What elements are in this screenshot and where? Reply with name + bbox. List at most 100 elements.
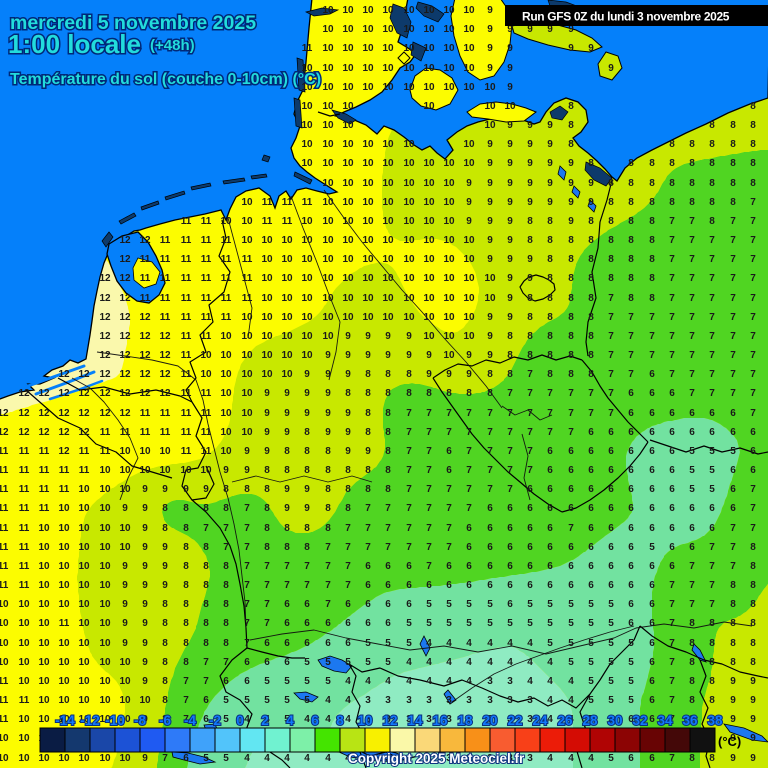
- svg-text:9: 9: [487, 331, 493, 342]
- svg-text:8: 8: [162, 503, 168, 514]
- svg-text:10: 10: [403, 63, 415, 74]
- svg-text:10: 10: [119, 714, 131, 725]
- svg-text:8: 8: [709, 618, 715, 629]
- svg-text:10: 10: [362, 293, 374, 304]
- svg-text:8: 8: [588, 350, 594, 361]
- svg-text:6: 6: [385, 561, 391, 572]
- svg-text:10: 10: [220, 216, 232, 227]
- svg-text:6: 6: [304, 638, 310, 649]
- svg-text:7: 7: [669, 638, 675, 649]
- svg-text:(+48h): (+48h): [150, 37, 195, 54]
- svg-text:11: 11: [0, 465, 9, 476]
- svg-text:8: 8: [264, 484, 270, 495]
- svg-text:10: 10: [18, 753, 30, 764]
- svg-text:7: 7: [446, 523, 452, 534]
- svg-text:8: 8: [568, 120, 574, 131]
- svg-text:10: 10: [58, 503, 70, 514]
- svg-text:9: 9: [142, 638, 148, 649]
- svg-text:10: 10: [0, 657, 9, 668]
- svg-text:8: 8: [628, 197, 634, 208]
- svg-text:7: 7: [669, 273, 675, 284]
- svg-text:5: 5: [628, 638, 634, 649]
- svg-text:10: 10: [342, 120, 354, 131]
- svg-text:6: 6: [649, 618, 655, 629]
- svg-text:10: 10: [463, 273, 475, 284]
- svg-text:10: 10: [362, 197, 374, 208]
- svg-text:7: 7: [183, 714, 189, 725]
- svg-text:6: 6: [649, 676, 655, 687]
- svg-text:6: 6: [628, 714, 634, 725]
- svg-text:9: 9: [507, 216, 513, 227]
- svg-text:6: 6: [608, 503, 614, 514]
- svg-text:10: 10: [484, 101, 496, 112]
- svg-text:4: 4: [507, 638, 513, 649]
- svg-text:4: 4: [568, 714, 574, 725]
- svg-text:6: 6: [487, 542, 493, 553]
- svg-text:9: 9: [466, 369, 472, 380]
- svg-text:mercredi 5 novembre 2025: mercredi 5 novembre 2025: [10, 12, 256, 34]
- svg-text:5: 5: [709, 484, 715, 495]
- svg-text:7: 7: [446, 503, 452, 514]
- svg-text:7: 7: [507, 388, 513, 399]
- svg-text:3: 3: [385, 714, 391, 725]
- svg-text:10: 10: [403, 5, 415, 16]
- svg-text:6: 6: [628, 523, 634, 534]
- svg-text:10: 10: [58, 695, 70, 706]
- svg-text:10: 10: [38, 542, 50, 553]
- svg-text:6: 6: [709, 503, 715, 514]
- svg-text:7: 7: [385, 503, 391, 514]
- svg-text:10: 10: [78, 714, 90, 725]
- svg-text:4: 4: [304, 714, 310, 725]
- svg-text:5: 5: [385, 657, 391, 668]
- svg-text:8: 8: [406, 388, 412, 399]
- svg-text:7: 7: [750, 235, 756, 246]
- svg-text:6: 6: [608, 561, 614, 572]
- svg-text:7: 7: [365, 523, 371, 534]
- svg-text:10: 10: [301, 82, 313, 93]
- svg-text:4: 4: [466, 657, 472, 668]
- svg-text:8: 8: [689, 197, 695, 208]
- svg-text:9: 9: [487, 63, 493, 74]
- svg-text:8: 8: [325, 484, 331, 495]
- svg-text:3: 3: [466, 695, 472, 706]
- svg-text:6: 6: [284, 618, 290, 629]
- svg-text:5: 5: [385, 638, 391, 649]
- svg-text:10: 10: [220, 408, 232, 419]
- svg-text:6: 6: [365, 618, 371, 629]
- svg-text:7: 7: [730, 523, 736, 534]
- svg-text:8: 8: [203, 561, 209, 572]
- svg-text:10: 10: [99, 657, 111, 668]
- svg-text:9: 9: [284, 427, 290, 438]
- svg-text:6: 6: [345, 618, 351, 629]
- svg-text:5: 5: [588, 657, 594, 668]
- svg-text:4: 4: [304, 753, 310, 764]
- svg-text:9: 9: [345, 369, 351, 380]
- svg-text:8: 8: [304, 465, 310, 476]
- svg-text:11: 11: [181, 312, 192, 323]
- svg-text:11: 11: [201, 408, 212, 419]
- svg-text:10: 10: [362, 312, 374, 323]
- svg-text:10: 10: [382, 139, 394, 150]
- svg-text:7: 7: [730, 542, 736, 553]
- svg-text:6: 6: [365, 580, 371, 591]
- svg-text:5: 5: [689, 446, 695, 457]
- svg-text:11: 11: [160, 312, 171, 323]
- svg-text:7: 7: [709, 235, 715, 246]
- svg-text:8: 8: [709, 638, 715, 649]
- svg-text:11: 11: [0, 484, 9, 495]
- svg-text:7: 7: [426, 503, 432, 514]
- svg-text:5: 5: [284, 695, 290, 706]
- svg-text:10: 10: [159, 446, 171, 457]
- svg-text:6: 6: [649, 580, 655, 591]
- svg-text:30: 30: [607, 713, 622, 728]
- svg-text:10: 10: [241, 312, 253, 323]
- svg-text:1:00 locale: 1:00 locale: [8, 29, 141, 59]
- svg-text:8: 8: [365, 427, 371, 438]
- svg-text:7: 7: [669, 312, 675, 323]
- svg-text:11: 11: [302, 197, 313, 208]
- svg-text:7: 7: [750, 523, 756, 534]
- svg-text:7: 7: [223, 542, 229, 553]
- svg-text:5: 5: [203, 753, 209, 764]
- svg-text:7: 7: [426, 427, 432, 438]
- svg-text:9: 9: [183, 484, 189, 495]
